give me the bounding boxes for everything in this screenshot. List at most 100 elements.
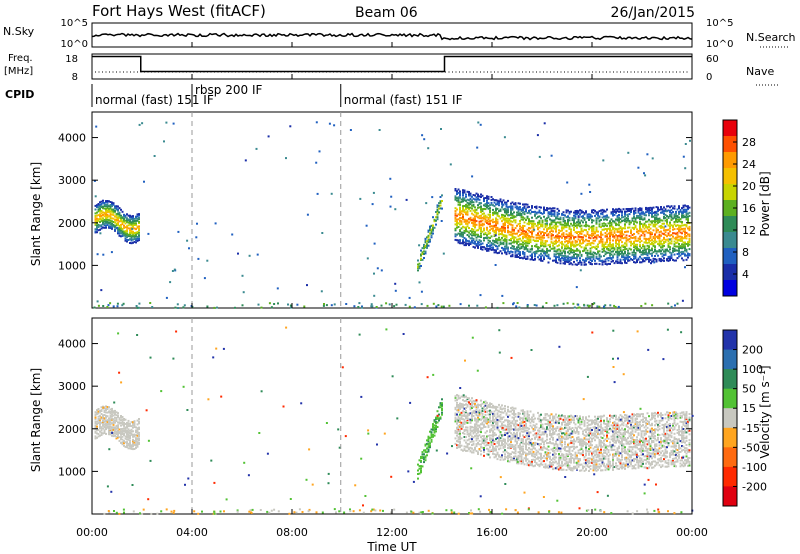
velocity-cell [481, 435, 484, 438]
velocity-cell [547, 455, 550, 458]
velocity-cell [468, 433, 470, 435]
power-cell [582, 236, 584, 239]
power-cell [517, 208, 520, 211]
power-cell [330, 192, 333, 195]
power-cell [106, 218, 109, 221]
power-cell [523, 205, 526, 208]
velocity-cell [136, 441, 139, 444]
velocity-cell [552, 425, 554, 428]
velocity-cell [550, 436, 553, 438]
power-cell [606, 251, 608, 254]
power-cell [661, 219, 664, 222]
velocity-cell [432, 425, 434, 428]
power-cell [111, 220, 113, 223]
velocity-cell [457, 446, 460, 449]
power-cell [616, 260, 619, 263]
velocity-cell [544, 465, 547, 468]
power-cell [556, 215, 559, 218]
velocity-cell [559, 441, 562, 444]
velocity-cell [114, 413, 116, 416]
power-cell [543, 228, 545, 231]
power-cell [613, 304, 616, 307]
velocity-cell [537, 432, 539, 435]
power-cell [489, 216, 491, 219]
power-cell [432, 216, 434, 219]
power-cell [591, 260, 593, 262]
power-cell [663, 238, 665, 240]
power-cell [504, 230, 506, 233]
velocity-cell [103, 418, 106, 421]
power-cell [570, 230, 572, 233]
velocity-cell [475, 421, 478, 424]
power-cell [655, 216, 658, 219]
velocity-cell [534, 436, 536, 439]
power-cell [477, 195, 479, 198]
power-cell [493, 234, 496, 236]
velocity-cell [556, 467, 559, 470]
velocity-cell [531, 459, 533, 461]
power-cell [510, 202, 512, 205]
velocity-cell [138, 431, 140, 434]
velocity-cell [558, 458, 560, 461]
power-cell [270, 306, 273, 309]
power-cell [109, 223, 112, 226]
velocity-cell [535, 452, 538, 454]
velocity-cell [517, 454, 520, 457]
velocity-cell [535, 434, 538, 437]
velocity-cell [546, 451, 548, 454]
power-cell [567, 246, 569, 249]
power-cell [573, 255, 575, 258]
power-cell [639, 255, 641, 258]
power-cell [535, 236, 538, 239]
power-cell [630, 241, 632, 244]
power-cell [615, 218, 617, 221]
power-cell [523, 207, 526, 210]
power-cell [475, 243, 478, 246]
velocity-cell [516, 419, 518, 422]
power-cell [609, 225, 611, 228]
power-cell [552, 209, 554, 212]
power-cell [537, 215, 539, 218]
velocity-cell [433, 424, 436, 427]
velocity-cell [459, 419, 461, 422]
velocity-cell [112, 414, 115, 417]
power-cell [540, 238, 542, 241]
power-cell [673, 216, 676, 219]
power-cell [586, 231, 589, 233]
power-cell [490, 219, 493, 222]
power-cell [640, 207, 643, 210]
velocity-cell [477, 406, 479, 409]
power-cell [594, 252, 596, 255]
power-cell [99, 228, 101, 231]
velocity-cell [555, 456, 557, 459]
power-cell [678, 247, 680, 250]
power-cell [669, 206, 671, 209]
power-cell [630, 230, 632, 233]
power-cell [625, 256, 628, 259]
velocity-cell [540, 433, 542, 436]
velocity-cell [484, 425, 487, 428]
power-cell [517, 212, 520, 215]
power-cell [459, 223, 461, 226]
power-cell [682, 155, 685, 158]
power-cell [519, 252, 521, 255]
velocity-cell [433, 434, 436, 437]
velocity-cell [501, 444, 503, 446]
power-cell [653, 261, 656, 264]
velocity-cell [543, 445, 545, 448]
power-cell [630, 232, 632, 235]
power-cell [595, 248, 598, 250]
velocity-cell [130, 430, 133, 433]
power-cell [463, 220, 466, 223]
velocity-cell [454, 408, 457, 411]
power-cell [505, 243, 508, 246]
velocity-cell [559, 468, 562, 471]
power-cell [595, 219, 598, 222]
velocity-cell [547, 442, 550, 444]
velocity-cell [568, 433, 571, 436]
power-cell [136, 219, 139, 222]
power-cell [496, 252, 499, 255]
power-cell [622, 233, 625, 236]
power-cell [553, 227, 556, 230]
power-cell [636, 249, 638, 252]
